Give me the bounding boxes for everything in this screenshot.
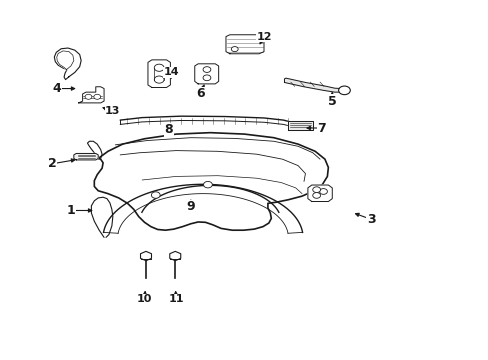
Polygon shape [79, 87, 104, 103]
Circle shape [203, 67, 210, 72]
Circle shape [312, 187, 320, 193]
Text: 14: 14 [163, 67, 179, 77]
Text: 9: 9 [186, 201, 195, 213]
Polygon shape [74, 153, 98, 160]
Text: 6: 6 [196, 87, 204, 100]
Polygon shape [288, 121, 312, 130]
Circle shape [231, 46, 238, 51]
Circle shape [154, 76, 163, 83]
Text: 7: 7 [317, 122, 325, 135]
Text: 4: 4 [52, 82, 61, 95]
Polygon shape [284, 78, 340, 92]
Circle shape [154, 64, 163, 71]
Text: 5: 5 [327, 95, 336, 108]
Circle shape [319, 189, 327, 194]
Circle shape [203, 75, 210, 81]
Circle shape [85, 94, 92, 99]
Polygon shape [57, 51, 74, 69]
Polygon shape [54, 48, 81, 80]
Text: 3: 3 [366, 213, 375, 226]
Polygon shape [148, 60, 170, 87]
Text: 1: 1 [67, 204, 76, 217]
Polygon shape [307, 185, 331, 202]
Text: 8: 8 [164, 123, 173, 136]
Text: 13: 13 [105, 106, 120, 116]
Text: 12: 12 [256, 32, 271, 41]
Circle shape [338, 86, 349, 95]
Circle shape [151, 192, 160, 198]
Text: 2: 2 [47, 157, 56, 170]
Circle shape [203, 181, 212, 188]
Circle shape [312, 193, 320, 198]
Circle shape [94, 94, 101, 99]
Text: 10: 10 [137, 294, 152, 304]
Polygon shape [194, 64, 218, 84]
Text: 11: 11 [168, 294, 183, 304]
Polygon shape [225, 35, 264, 54]
